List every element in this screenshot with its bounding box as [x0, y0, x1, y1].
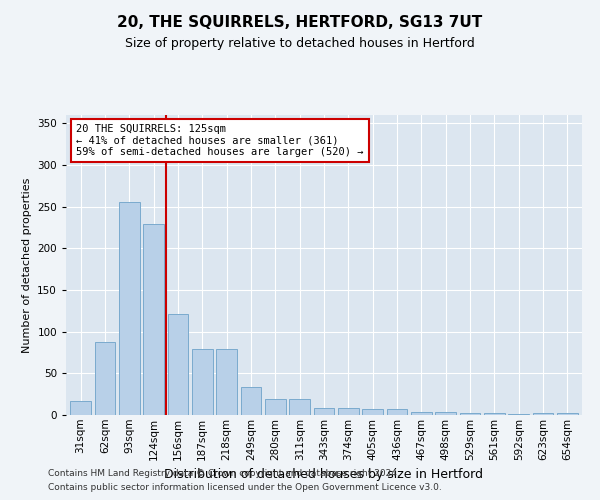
Bar	[119, 202, 140, 415]
Bar	[362, 409, 383, 415]
X-axis label: Distribution of detached houses by size in Hertford: Distribution of detached houses by size …	[164, 468, 484, 481]
Bar	[508, 414, 529, 415]
Bar	[167, 314, 188, 415]
Bar	[411, 412, 432, 415]
Bar	[70, 401, 91, 415]
Bar	[533, 414, 553, 415]
Text: 20, THE SQUIRRELS, HERTFORD, SG13 7UT: 20, THE SQUIRRELS, HERTFORD, SG13 7UT	[118, 15, 482, 30]
Bar	[436, 412, 456, 415]
Text: Contains HM Land Registry data © Crown copyright and database right 2024.: Contains HM Land Registry data © Crown c…	[48, 468, 400, 477]
Bar	[241, 386, 262, 415]
Bar	[265, 399, 286, 415]
Bar	[484, 414, 505, 415]
Text: Size of property relative to detached houses in Hertford: Size of property relative to detached ho…	[125, 38, 475, 51]
Bar	[216, 349, 237, 415]
Text: 20 THE SQUIRRELS: 125sqm
← 41% of detached houses are smaller (361)
59% of semi-: 20 THE SQUIRRELS: 125sqm ← 41% of detach…	[76, 124, 364, 157]
Bar	[143, 224, 164, 415]
Bar	[460, 414, 481, 415]
Bar	[338, 408, 359, 415]
Bar	[386, 409, 407, 415]
Bar	[314, 408, 334, 415]
Bar	[192, 349, 212, 415]
Bar	[289, 399, 310, 415]
Bar	[95, 342, 115, 415]
Bar	[557, 414, 578, 415]
Text: Contains public sector information licensed under the Open Government Licence v3: Contains public sector information licen…	[48, 484, 442, 492]
Y-axis label: Number of detached properties: Number of detached properties	[22, 178, 32, 352]
